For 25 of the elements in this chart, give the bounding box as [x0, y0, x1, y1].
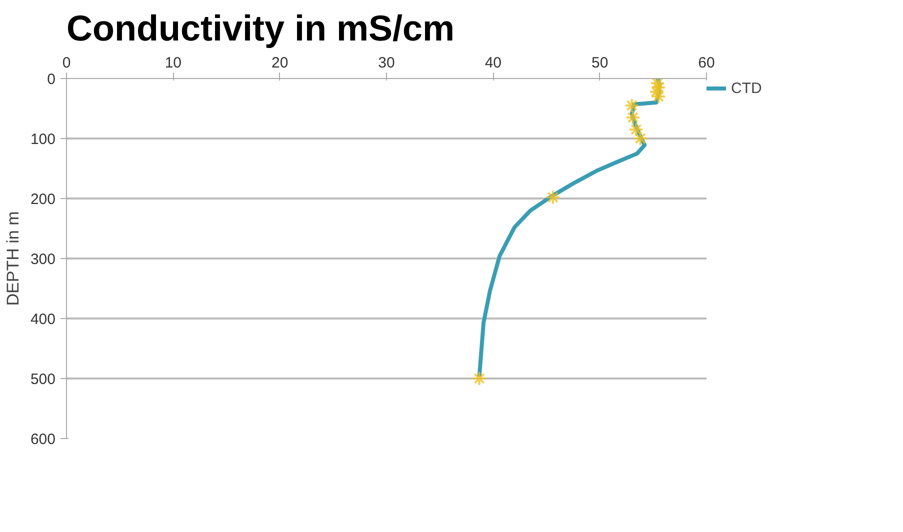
chart-title: Conductivity in mS/cm: [66, 8, 455, 48]
point: [472, 371, 487, 386]
x-tick-label: 60: [698, 54, 715, 72]
point: [651, 89, 666, 104]
x-tick-label: 20: [271, 54, 288, 72]
y-axis-title: DEPTH in m: [3, 211, 22, 306]
y-tick-label: 300: [30, 251, 56, 268]
y-tick-label: 0: [47, 71, 56, 88]
legend-label: CTD: [731, 80, 762, 96]
point: [624, 98, 640, 113]
point: [545, 190, 560, 205]
point: [648, 84, 664, 100]
point: [628, 122, 644, 137]
x-tick-label: 30: [378, 54, 395, 72]
y-tick-label: 200: [30, 191, 56, 208]
y-tick-label: 400: [30, 311, 56, 328]
x-tick-label: 0: [62, 54, 71, 72]
y-tick-label: 500: [30, 371, 56, 388]
point: [632, 131, 648, 146]
x-tick-label: 10: [164, 54, 182, 72]
x-tick-label: 50: [591, 54, 608, 72]
y-tick-label: 100: [30, 131, 56, 148]
y-tick-label: 600: [30, 431, 56, 448]
point: [625, 110, 640, 125]
x-tick-label: 40: [484, 54, 502, 72]
